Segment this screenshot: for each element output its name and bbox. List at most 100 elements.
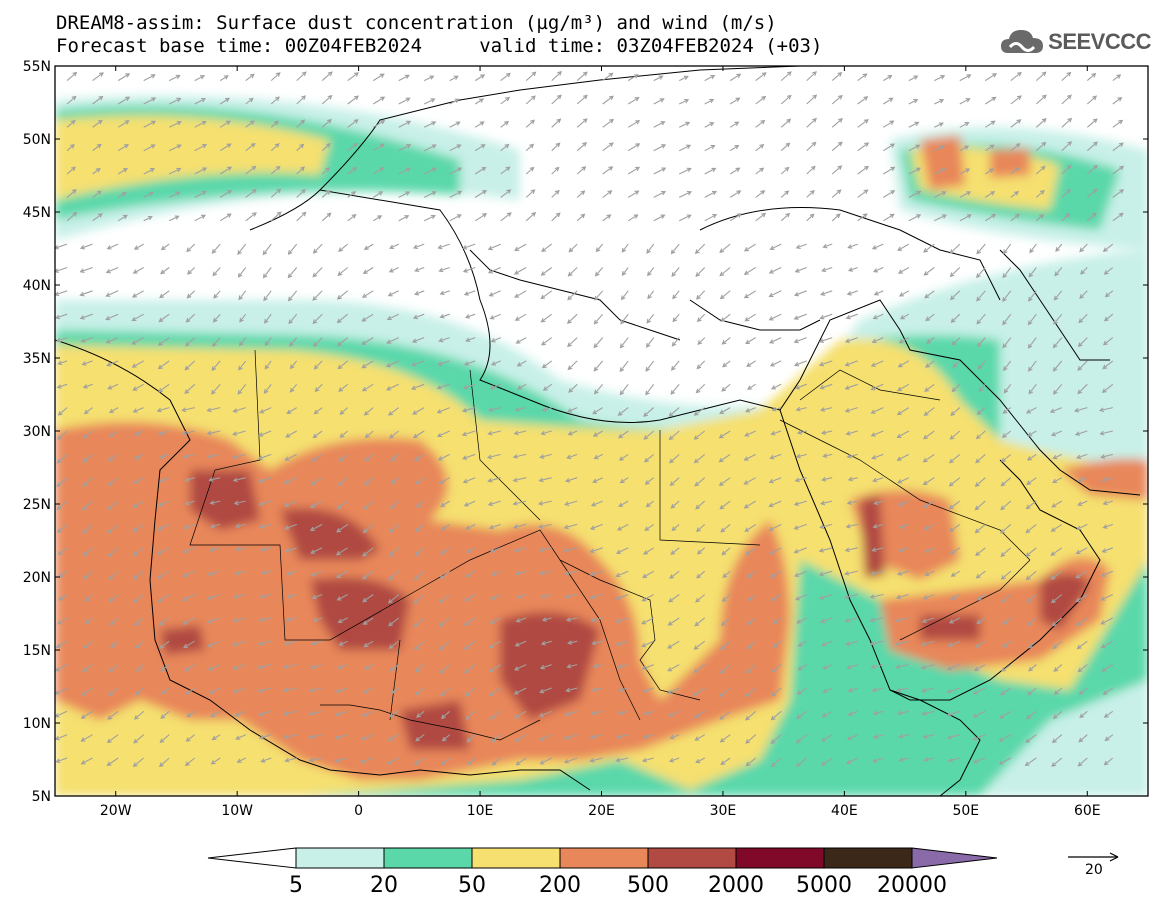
lon-tick-label: 10E (467, 803, 494, 819)
wind-arrow (133, 243, 144, 250)
wind-arrow (831, 141, 843, 152)
wind-arrow (1035, 118, 1047, 128)
wind-arrow (184, 500, 195, 506)
wind-arrow (755, 212, 767, 222)
wind-arrow (58, 594, 68, 601)
wind-arrow (668, 407, 680, 417)
wind-arrow (542, 383, 553, 391)
wind-arrow (108, 453, 119, 462)
wind-arrow (564, 593, 578, 599)
wind-arrow (576, 118, 588, 128)
wind-arrow (107, 710, 119, 720)
wind-arrow (106, 757, 119, 766)
wind-arrow (194, 120, 207, 128)
wind-arrow (780, 190, 790, 198)
wind-arrow (117, 73, 131, 82)
wind-arrow (947, 640, 961, 648)
wind-arrow (540, 337, 553, 346)
wind-arrow (627, 214, 639, 222)
wind-arrow (259, 593, 272, 599)
wind-arrow (157, 337, 170, 346)
wind-arrow (1051, 500, 1063, 508)
wind-arrow (985, 191, 996, 198)
wind-arrow (949, 267, 961, 278)
wind-arrow (1112, 97, 1123, 105)
wind-arrow (923, 523, 935, 531)
wind-arrow (645, 360, 655, 372)
wind-arrow (551, 212, 561, 222)
longitude-axis: 20W 10W 0 10E 20E 30E 40E 50E 60E (100, 66, 1101, 819)
wind-arrow (946, 664, 961, 671)
wind-arrow (872, 313, 884, 320)
wind-arrow (311, 640, 323, 646)
wind-arrow (793, 547, 807, 554)
wind-arrow (602, 118, 615, 128)
wind-arrow (263, 290, 272, 302)
wind-arrow (1100, 640, 1114, 649)
wind-arrow (347, 119, 359, 128)
wind-arrow (1053, 290, 1063, 301)
wind-arrow (56, 453, 68, 464)
wind-arrow (264, 313, 272, 324)
wind-arrow (1100, 594, 1114, 601)
wind-arrow (948, 500, 961, 510)
wind-arrow (239, 313, 247, 323)
wind-arrow (949, 547, 961, 555)
wind-arrow (925, 313, 935, 322)
wind-arrow (771, 664, 782, 673)
country-borders (189, 349, 1031, 741)
wind-arrow (618, 453, 629, 461)
wind-arrow (729, 97, 741, 105)
wind-arrow (934, 75, 946, 82)
wind-arrow (413, 617, 425, 628)
wind-arrow (567, 640, 578, 645)
wind-arrow (693, 640, 706, 650)
wind-arrow (897, 267, 910, 274)
wind-arrow (755, 72, 767, 82)
wind-arrow (388, 430, 400, 439)
wind-arrow (1003, 383, 1012, 394)
wind-arrow (514, 290, 527, 298)
wind-arrow (589, 523, 603, 530)
wind-arrow (109, 617, 119, 626)
wind-arrow (181, 594, 195, 601)
wind-arrow (780, 166, 790, 175)
wind-arrow (66, 95, 77, 105)
wind-arrow (313, 360, 323, 370)
wind-arrow (92, 143, 102, 152)
wind-arrow (440, 547, 451, 555)
wind-arrow (694, 617, 706, 627)
wind-arrow (55, 313, 68, 320)
wind-arrow (436, 430, 450, 438)
wind-arrow (134, 687, 145, 696)
wind-arrow (439, 313, 450, 319)
wind-arrow (772, 617, 782, 624)
wind-arrow (565, 617, 578, 622)
wind-arrow (423, 98, 436, 105)
wind-arrow (258, 500, 272, 506)
wind-arrow (474, 121, 485, 128)
wind-arrow (157, 430, 170, 436)
wind-arrow (695, 267, 706, 278)
wind-arrow (1027, 617, 1037, 626)
wind-arrow (924, 547, 935, 553)
wind-arrow (182, 640, 195, 649)
wind-arrow (576, 71, 588, 82)
wind-arrow (513, 523, 527, 530)
wind-arrow (950, 594, 961, 600)
wind-arrow (390, 687, 400, 694)
wind-arrow (1002, 640, 1012, 648)
wind-arrow (769, 453, 782, 460)
wind-arrow (976, 594, 986, 601)
wind-arrow (872, 477, 884, 483)
cloud-logo-icon (1001, 30, 1044, 53)
wind-arrow (82, 547, 93, 557)
wind-arrow (132, 267, 144, 274)
wind-arrow (946, 687, 960, 694)
wind-arrow (541, 360, 553, 369)
wind-arrow (372, 191, 384, 198)
wind-arrow (871, 757, 884, 763)
wind-arrow (206, 430, 221, 436)
wind-arrow (1061, 188, 1071, 198)
wind-arrow (1035, 94, 1047, 105)
